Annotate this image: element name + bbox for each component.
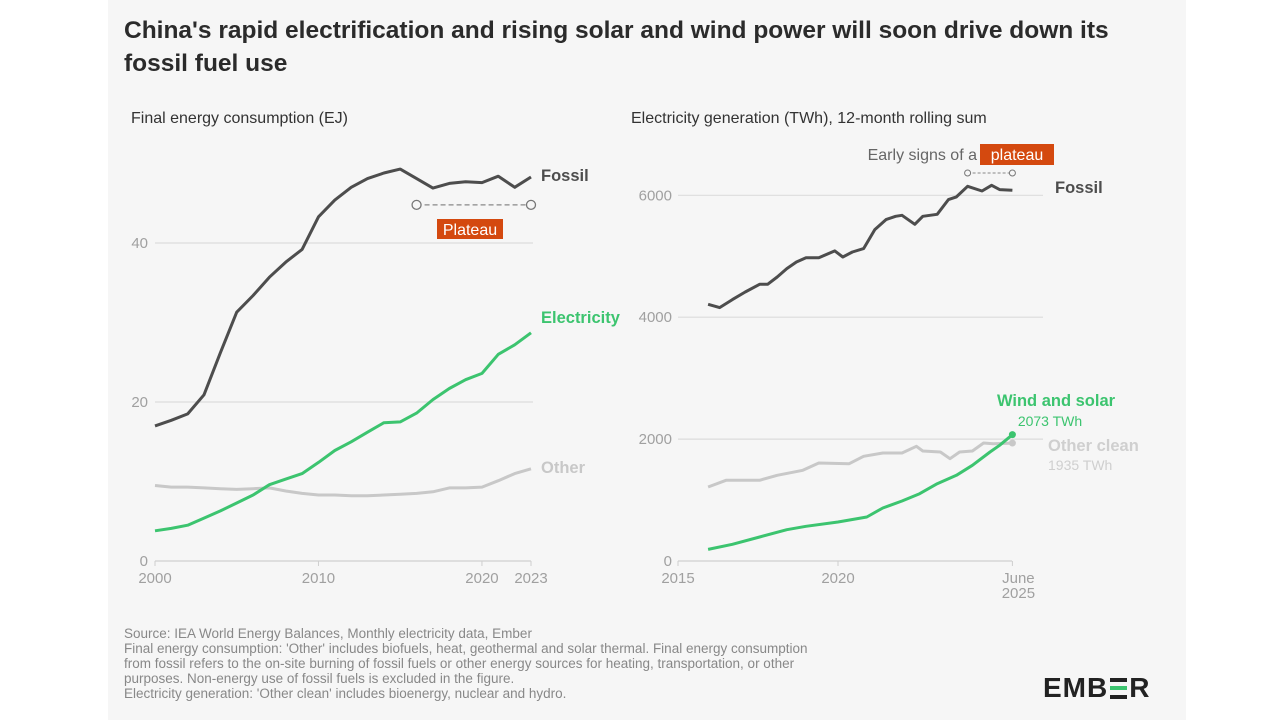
- chart-title: China's rapid electrification and rising…: [124, 17, 1109, 77]
- y-tick-label: 4000: [639, 309, 672, 326]
- plateau-marker: [1008, 169, 1016, 177]
- plateau-badge: [437, 219, 503, 239]
- series-line-fossil: [707, 183, 1013, 310]
- footer-notes: Source: IEA World Energy Balances, Month…: [124, 626, 984, 701]
- series-label: Electricity: [541, 309, 621, 327]
- y-tick-label: 20: [131, 394, 148, 411]
- series-label: Other clean: [1048, 437, 1139, 455]
- x-tick-label: 2025: [1002, 585, 1035, 602]
- series-line-fossil: [154, 167, 532, 428]
- footer-line: Source: IEA World Energy Balances, Month…: [124, 626, 532, 641]
- footer-line: from fossil refers to the on-site burnin…: [124, 656, 795, 671]
- footer-line: purposes. Non-energy use of fossil fuels…: [124, 671, 515, 686]
- series-end-dot: [1008, 439, 1016, 447]
- x-tick-label: 2010: [302, 570, 335, 587]
- x-tick-label: 2020: [821, 570, 854, 587]
- ember-logo: EMB R: [1043, 672, 1151, 703]
- y-tick-label: 6000: [639, 187, 672, 204]
- chart-card: [108, 0, 1186, 720]
- series-label: Other: [541, 459, 586, 477]
- footer-line: Electricity generation: 'Other clean' in…: [124, 686, 567, 701]
- x-tick-label: 2020: [465, 570, 498, 587]
- y-tick-label: 40: [131, 235, 148, 252]
- x-tick-label: June: [1002, 570, 1035, 587]
- series-line-other: [154, 467, 532, 498]
- y-tick-label: 0: [664, 553, 672, 570]
- series-end-dot: [1008, 431, 1016, 439]
- annotation-text: Early signs of a: [868, 147, 977, 164]
- series-line-wind-and-solar: [707, 433, 1014, 551]
- series-line-other-clean: [707, 441, 1013, 489]
- series-value-label: 2073 TWh: [1018, 413, 1082, 429]
- plateau-marker: [525, 199, 537, 210]
- plateau-badge: [980, 144, 1054, 165]
- x-tick-label: 2015: [661, 570, 694, 587]
- series-line-electricity: [154, 331, 532, 533]
- series-value-label: 1935 TWh: [1048, 457, 1112, 473]
- y-tick-label: 2000: [639, 431, 672, 448]
- series-label: Wind and solar: [997, 392, 1116, 410]
- plateau-marker: [964, 169, 972, 177]
- plateau-label: plateau: [991, 147, 1044, 164]
- series-label: Fossil: [541, 167, 589, 185]
- series-label: Fossil: [1055, 179, 1103, 197]
- x-tick-label: 2000: [138, 570, 171, 587]
- left-chart-subtitle: Final energy consumption (EJ): [131, 110, 348, 127]
- plateau-label: Plateau: [443, 222, 497, 239]
- plateau-marker: [411, 199, 422, 210]
- right-chart-subtitle: Electricity generation (TWh), 12-month r…: [631, 110, 987, 127]
- y-tick-label: 0: [140, 553, 148, 570]
- x-tick-label: 2023: [514, 570, 547, 587]
- footer-line: Final energy consumption: 'Other' includ…: [124, 641, 808, 656]
